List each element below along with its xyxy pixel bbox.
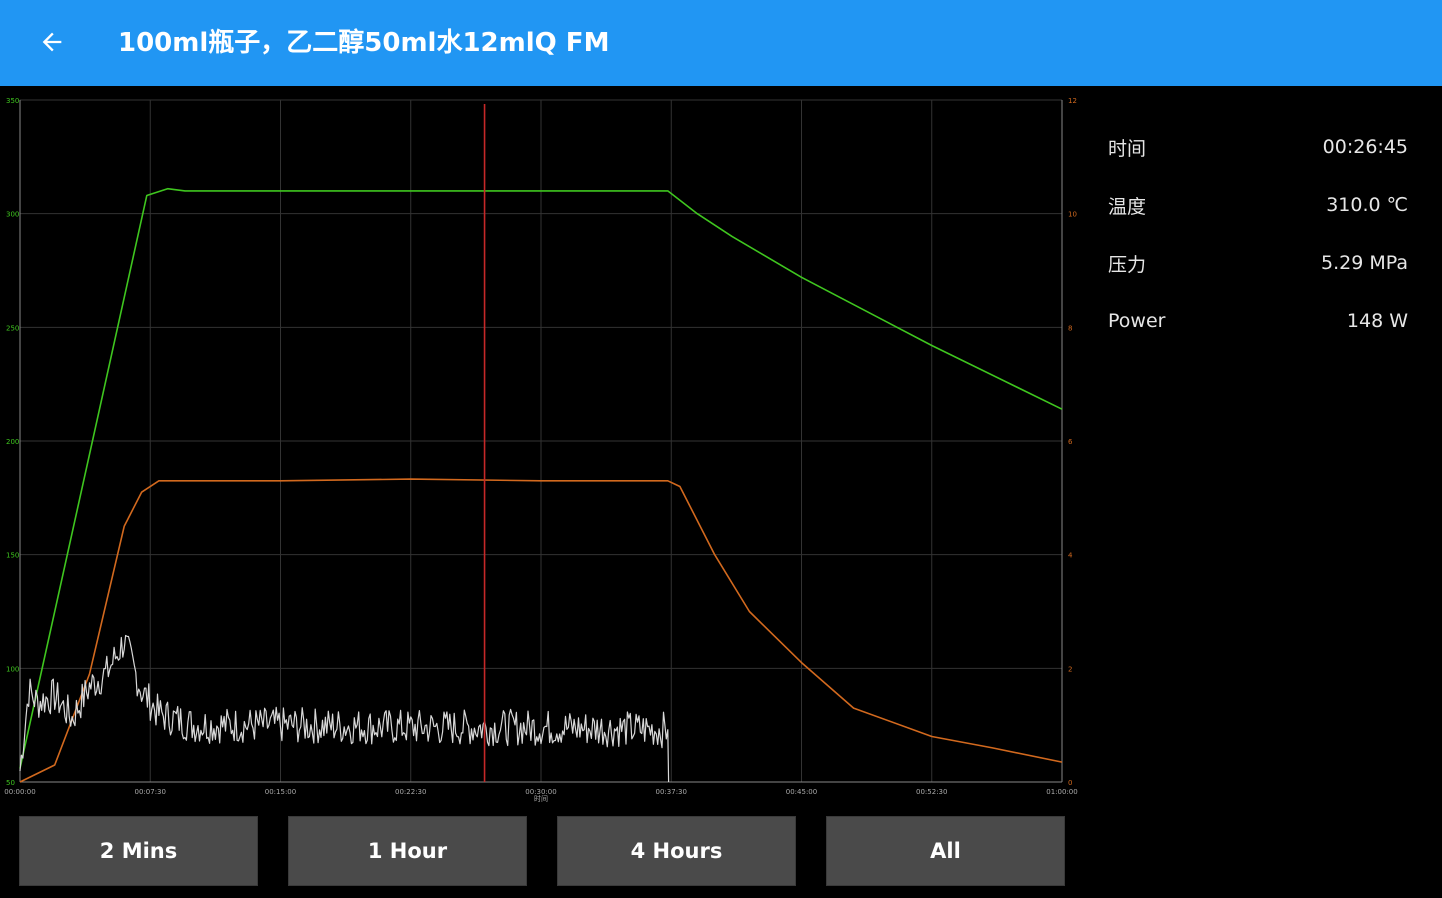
y-right-tick-label: 2 xyxy=(1068,665,1072,673)
x-tick-label: 00:15:00 xyxy=(265,788,296,796)
readout-value: 00:26:45 xyxy=(1322,136,1408,158)
y-right-tick-label: 4 xyxy=(1068,552,1073,560)
pressure-series-line xyxy=(19,478,1063,783)
range-1-hour-button[interactable]: 1 Hour xyxy=(288,816,527,886)
app-bar: 100ml瓶子，乙二醇50ml水12mlQ FM xyxy=(0,0,1442,86)
range-4-hours-button[interactable]: 4 Hours xyxy=(557,816,796,886)
range-all-button[interactable]: All xyxy=(826,816,1065,886)
y-right-tick-label: 10 xyxy=(1068,211,1077,219)
x-tick-label: 00:22:30 xyxy=(395,788,426,796)
y-right-tick-label: 12 xyxy=(1068,97,1077,105)
readout-power: Power 148 W xyxy=(1108,292,1408,350)
x-tick-label: 00:52:30 xyxy=(916,788,947,796)
readout-time: 时间 00:26:45 xyxy=(1108,118,1408,176)
temperature-series-line xyxy=(19,187,1063,769)
x-tick-label: 00:37:30 xyxy=(656,788,687,796)
x-tick-label: 00:45:00 xyxy=(786,788,817,796)
page-title: 100ml瓶子，乙二醇50ml水12mlQ FM xyxy=(118,28,610,58)
x-tick-label: 00:30:00 xyxy=(525,788,556,796)
y-right-tick-label: 6 xyxy=(1068,438,1073,446)
readout-value: 5.29 MPa xyxy=(1321,252,1408,274)
y-right-tick-label: 0 xyxy=(1068,779,1072,787)
readout-label: 压力 xyxy=(1108,253,1147,276)
readout-temperature: 温度 310.0 ℃ xyxy=(1108,176,1408,234)
readout-label: Power xyxy=(1108,310,1166,332)
readout-value: 148 W xyxy=(1346,310,1408,332)
readout-pressure: 压力 5.29 MPa xyxy=(1108,234,1408,292)
y-left-tick-label: 350 xyxy=(6,97,19,105)
x-tick-label: 00:07:30 xyxy=(135,788,166,796)
y-left-tick-label: 50 xyxy=(6,779,15,787)
range-2-mins-button[interactable]: 2 Mins xyxy=(19,816,258,886)
x-axis-label: 时间 xyxy=(534,794,548,803)
y-left-tick-label: 100 xyxy=(6,665,19,673)
x-tick-label: 01:00:00 xyxy=(1046,788,1077,796)
process-chart[interactable]: 00:00:00 00:07:30 00:15:00 00:22:30 00:30:00… xyxy=(0,90,1090,810)
back-button[interactable] xyxy=(32,22,72,62)
chart-ticks: 00:00:00 00:07:30 00:15:00 00:22:30 00:30:00… xyxy=(4,97,1077,803)
y-left-tick-label: 300 xyxy=(6,211,19,219)
range-button-bar: 2 Mins 1 Hour 4 Hours All xyxy=(0,816,1100,888)
y-right-tick-label: 8 xyxy=(1068,324,1072,332)
y-left-tick-label: 150 xyxy=(6,552,19,560)
x-tick-label: 00:00:00 xyxy=(4,788,35,796)
chart-series xyxy=(19,187,1063,783)
readout-label: 温度 xyxy=(1108,195,1147,218)
chart-grid xyxy=(19,99,1063,783)
readout-panel: 时间 00:26:45 温度 310.0 ℃ 压力 5.29 MPa Power… xyxy=(1108,118,1408,350)
power-series-line xyxy=(19,634,670,783)
arrow-left-icon xyxy=(42,32,62,52)
y-left-tick-label: 200 xyxy=(6,438,19,446)
readout-label: 时间 xyxy=(1108,137,1147,160)
readout-value: 310.0 ℃ xyxy=(1326,194,1408,216)
y-left-tick-label: 250 xyxy=(6,324,19,332)
